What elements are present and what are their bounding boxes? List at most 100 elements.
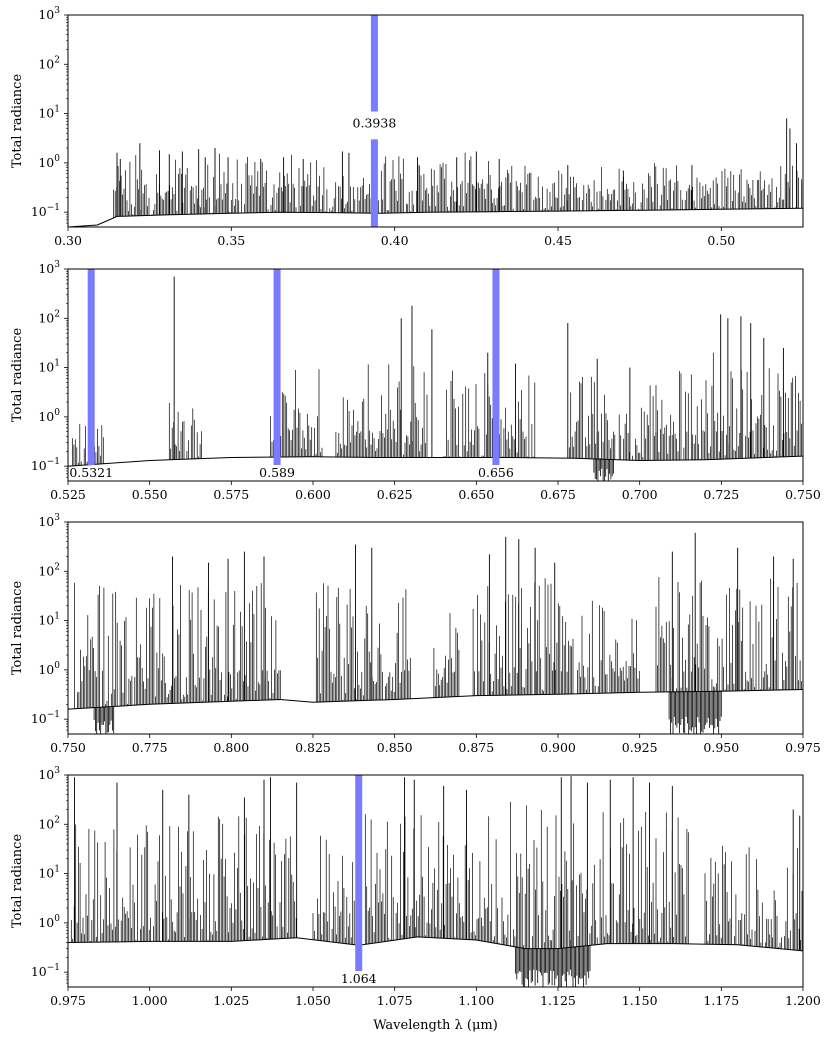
marker-band (273, 269, 281, 465)
y-tick-label: 100 (38, 661, 60, 677)
y-tick-label: 101 (38, 105, 60, 121)
marker-band (370, 139, 378, 227)
x-tick-label: 0.900 (540, 740, 576, 755)
y-tick-label: 101 (38, 612, 60, 628)
emission-region-2 (168, 403, 202, 460)
marker-band (492, 269, 500, 465)
y-tick-label: 103 (38, 6, 60, 22)
marker-band (355, 775, 363, 971)
x-tick-label: 0.775 (132, 740, 168, 755)
emission-region-1 (70, 816, 297, 943)
y-tick-label: 10−1 (31, 963, 60, 979)
absorption-band-1 (593, 458, 614, 481)
emission-region-7 (655, 352, 803, 461)
emission-region-2 (315, 583, 411, 703)
marker-label: 0.3938 (353, 116, 397, 131)
emission-region-2 (492, 163, 803, 212)
x-tick-label: 1.075 (377, 993, 413, 1008)
x-tick-label: 0.30 (54, 233, 82, 248)
spectrum-panel-3: 0.750 0.775 0.800 0.825 0.850 0.875 0.900 0.925… (10, 513, 821, 755)
x-tick-label: 0.625 (377, 487, 413, 502)
marker-0-589: 0.589 (259, 269, 295, 480)
emission-region-4 (335, 364, 428, 458)
y-tick-label: 102 (38, 55, 60, 71)
emission-region-4 (472, 578, 574, 696)
absorption-band-1 (93, 706, 115, 734)
marker-0-5321: 0.5321 (69, 269, 113, 480)
x-tick-label: 1.175 (703, 993, 739, 1008)
y-tick-label: 102 (38, 309, 60, 325)
spectrum-panel-2: 0.5321 0.589 0.656 0.525 0.550 0.575 0.600 0.62… (10, 260, 821, 502)
y-axis-label: Total radiance (10, 74, 25, 169)
y-axis-label: Total radiance (10, 834, 25, 929)
y-tick-label: 101 (38, 359, 60, 375)
plot-area (68, 532, 803, 734)
x-tick-label: 0.850 (377, 740, 413, 755)
emission-region-5 (704, 845, 803, 951)
y-axis-label: Total radiance (10, 581, 25, 676)
plot-area (68, 118, 803, 227)
x-axis-label: Wavelength λ (μm) (373, 1018, 498, 1033)
x-tick-label: 0.725 (703, 487, 739, 502)
marker-1-064: 1.064 (341, 775, 377, 986)
x-tick-label: 1.000 (132, 993, 168, 1008)
y-tick-label: 100 (38, 154, 60, 170)
marker-label: 0.5321 (69, 465, 113, 480)
y-tick-label: 103 (38, 766, 60, 782)
y-tick-label: 10−1 (31, 203, 60, 219)
x-tick-label: 1.200 (785, 993, 821, 1008)
marker-band (87, 269, 95, 465)
emission-region-4 (508, 801, 689, 949)
emission-region-1 (74, 582, 281, 709)
emission-region-2 (312, 835, 355, 945)
x-tick-label: 0.975 (50, 993, 86, 1008)
x-tick-label: 0.575 (213, 487, 249, 502)
x-tick-label: 0.35 (217, 233, 245, 248)
x-tick-label: 1.150 (622, 993, 658, 1008)
emission-region-3 (433, 613, 460, 698)
x-tick-label: 1.050 (295, 993, 331, 1008)
marker-band (370, 15, 378, 112)
x-tick-label: 1.125 (540, 993, 576, 1008)
marker-label: 0.656 (478, 465, 514, 480)
x-tick-label: 0.650 (458, 487, 494, 502)
x-tick-label: 0.950 (703, 740, 739, 755)
plot-area (68, 776, 803, 987)
x-tick-label: 0.700 (622, 487, 658, 502)
emission-region-5 (577, 600, 640, 694)
marker-label: 0.589 (259, 465, 295, 480)
x-tick-label: 0.825 (295, 740, 331, 755)
x-tick-label: 0.550 (132, 487, 168, 502)
emission-region-5 (443, 370, 536, 458)
x-tick-label: 1.100 (458, 993, 494, 1008)
emission-region-6 (568, 376, 657, 461)
y-axis-label: Total radiance (10, 328, 25, 423)
x-tick-label: 0.525 (50, 487, 86, 502)
x-tick-label: 0.925 (622, 740, 658, 755)
x-tick-label: 0.45 (544, 233, 572, 248)
y-tick-label: 100 (38, 408, 60, 424)
marker-label: 1.064 (341, 971, 377, 986)
absorption-band-2 (668, 691, 722, 734)
spectrum-panel-1: 0.3938 0.30 0.35 0.40 0.45 0.50 103 102 101 100 10… (10, 6, 804, 248)
x-tick-label: 0.800 (213, 740, 249, 755)
y-tick-label: 10−1 (31, 457, 60, 473)
emission-region-6 (655, 577, 803, 693)
y-tick-label: 102 (38, 562, 60, 578)
spectrum-panel-4: 1.064 0.975 1.000 1.025 1.050 1.075 1.100 1.125… (10, 766, 821, 1033)
x-tick-label: 0.600 (295, 487, 331, 502)
x-tick-label: 0.975 (785, 740, 821, 755)
y-tick-label: 100 (38, 914, 60, 930)
x-tick-label: 0.750 (50, 740, 86, 755)
x-tick-label: 0.675 (540, 487, 576, 502)
y-tick-label: 10−1 (31, 710, 60, 726)
x-tick-label: 0.750 (785, 487, 821, 502)
x-tick-label: 0.50 (707, 233, 735, 248)
absorption-band-1 (515, 945, 591, 987)
marker-0-3938: 0.3938 (353, 15, 397, 227)
x-tick-label: 1.025 (213, 993, 249, 1008)
y-tick-label: 103 (38, 260, 60, 276)
plot-area (68, 276, 803, 481)
emission-region-1 (68, 423, 104, 467)
